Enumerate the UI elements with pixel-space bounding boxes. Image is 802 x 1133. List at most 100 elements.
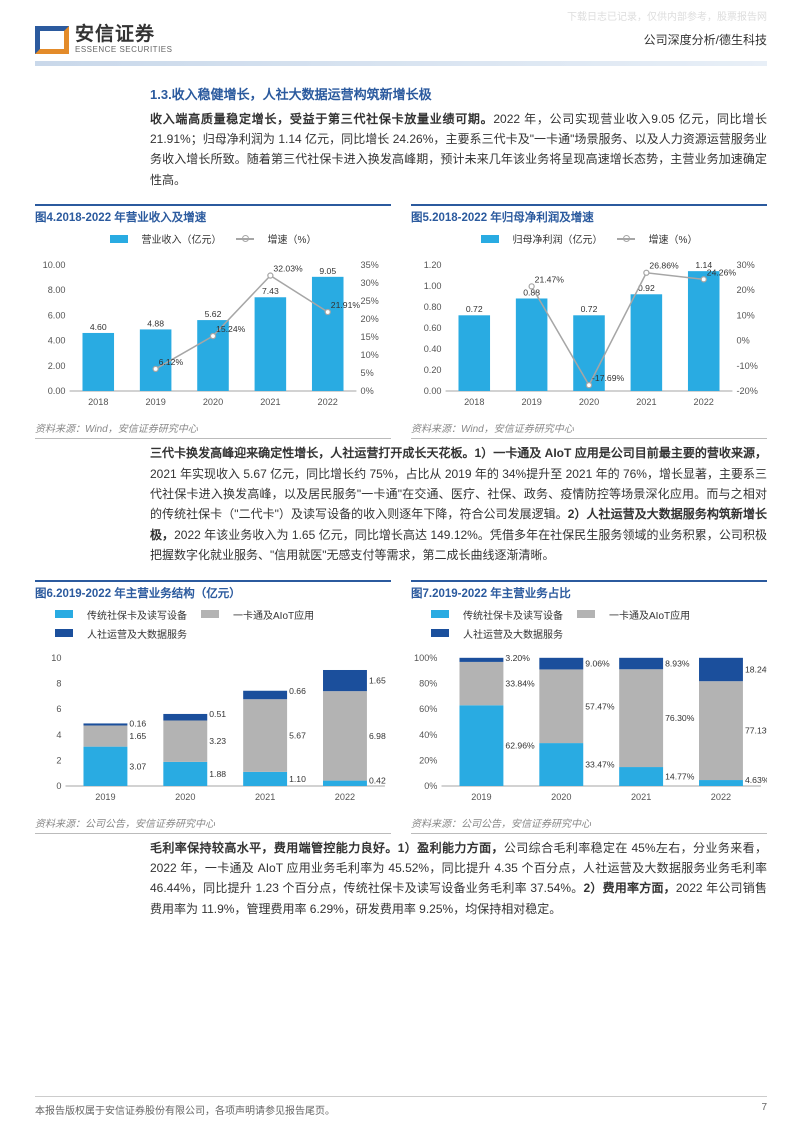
svg-text:0.42: 0.42 bbox=[369, 775, 386, 785]
svg-text:18.24%: 18.24% bbox=[745, 664, 767, 674]
chart-5-canvas: 0.000.200.400.600.801.001.20-20%-10%0%10… bbox=[411, 248, 767, 418]
bar-legend-icon bbox=[481, 235, 499, 243]
svg-text:3.07: 3.07 bbox=[129, 761, 146, 771]
svg-text:0.00: 0.00 bbox=[48, 386, 66, 396]
legend-3-icon bbox=[431, 629, 449, 637]
svg-text:1.65: 1.65 bbox=[369, 675, 386, 685]
line-legend-icon bbox=[617, 238, 635, 240]
svg-text:7.43: 7.43 bbox=[262, 286, 279, 296]
svg-text:-10%: -10% bbox=[736, 361, 757, 371]
svg-text:2.00: 2.00 bbox=[48, 361, 66, 371]
watermark: 下载日志已记录，仅供内部参考，股票报告网 bbox=[567, 8, 767, 23]
svg-text:6.98: 6.98 bbox=[369, 731, 386, 741]
svg-text:0.72: 0.72 bbox=[581, 305, 598, 315]
svg-text:8.00: 8.00 bbox=[48, 285, 66, 295]
svg-text:35%: 35% bbox=[360, 260, 378, 270]
svg-text:4.63%: 4.63% bbox=[745, 775, 767, 785]
chart-5-title: 图5.2018-2022 年归母净利润及增速 bbox=[411, 204, 767, 225]
svg-text:2021: 2021 bbox=[255, 792, 275, 802]
paragraph-1: 收入端高质量稳定增长，受益于第三代社保卡放量业绩可期。2022 年，公司实现营业… bbox=[150, 109, 767, 191]
svg-text:26.86%: 26.86% bbox=[649, 261, 679, 271]
svg-text:0.66: 0.66 bbox=[289, 685, 306, 695]
copyright: 本报告版权属于安信证券股份有限公司，各项声明请参见报告尾页。 bbox=[35, 1102, 335, 1117]
svg-text:1.10: 1.10 bbox=[289, 774, 306, 784]
bar-legend-icon bbox=[110, 235, 128, 243]
chart-5-source: 资料来源：Wind，安信证券研究中心 bbox=[411, 418, 767, 439]
svg-text:4.00: 4.00 bbox=[48, 336, 66, 346]
svg-text:2020: 2020 bbox=[579, 397, 599, 407]
svg-text:8.93%: 8.93% bbox=[665, 658, 690, 668]
svg-text:0%: 0% bbox=[360, 386, 373, 396]
svg-text:2020: 2020 bbox=[551, 792, 571, 802]
svg-text:5.67: 5.67 bbox=[289, 730, 306, 740]
logo-icon bbox=[35, 26, 69, 54]
svg-text:9.05: 9.05 bbox=[319, 266, 336, 276]
svg-text:32.03%: 32.03% bbox=[273, 264, 303, 274]
svg-text:40%: 40% bbox=[419, 729, 437, 739]
section-1-3: 1.3.收入稳健增长，人社大数据运营构筑新增长极 收入端高质量稳定增长，受益于第… bbox=[35, 84, 767, 191]
svg-text:15%: 15% bbox=[360, 332, 378, 342]
charts-row-1: 图4.2018-2022 年营业收入及增速 营业收入（亿元） 增速（%） 0.0… bbox=[35, 204, 767, 439]
svg-text:21.47%: 21.47% bbox=[535, 275, 565, 285]
chart-7-legend-2: 人社运营及大数据服务 bbox=[411, 624, 767, 643]
chart-7-legend: 传统社保卡及读写设备 一卡通及AIoT应用 bbox=[411, 605, 767, 624]
svg-text:76.30%: 76.30% bbox=[665, 713, 695, 723]
paragraph-3-wrap: 毛利率保持较高水平，费用端管控能力良好。1）盈利能力方面，公司综合毛利率稳定在 … bbox=[35, 838, 767, 920]
chart-6-title: 图6.2019-2022 年主营业务结构（亿元） bbox=[35, 580, 391, 601]
chart-4-title: 图4.2018-2022 年营业收入及增速 bbox=[35, 204, 391, 225]
svg-text:2021: 2021 bbox=[631, 792, 651, 802]
svg-text:2: 2 bbox=[56, 755, 61, 765]
svg-text:1.00: 1.00 bbox=[424, 281, 442, 291]
chart-7-title: 图7.2019-2022 年主营业务占比 bbox=[411, 580, 767, 601]
svg-text:10: 10 bbox=[51, 652, 61, 662]
svg-text:0.51: 0.51 bbox=[209, 709, 226, 719]
svg-text:4: 4 bbox=[56, 729, 61, 739]
svg-text:0%: 0% bbox=[424, 781, 437, 791]
chart-6-legend: 传统社保卡及读写设备 一卡通及AIoT应用 bbox=[35, 605, 391, 624]
svg-text:57.47%: 57.47% bbox=[585, 701, 615, 711]
svg-text:2018: 2018 bbox=[464, 397, 484, 407]
svg-text:2022: 2022 bbox=[711, 792, 731, 802]
svg-text:10.00: 10.00 bbox=[43, 260, 66, 270]
legend-2-icon bbox=[577, 610, 595, 618]
svg-text:62.96%: 62.96% bbox=[505, 740, 535, 750]
svg-text:4.60: 4.60 bbox=[90, 322, 107, 332]
svg-text:0.16: 0.16 bbox=[129, 718, 146, 728]
svg-text:24.26%: 24.26% bbox=[707, 268, 737, 278]
svg-text:6.00: 6.00 bbox=[48, 311, 66, 321]
svg-text:2022: 2022 bbox=[694, 397, 714, 407]
logo-en: ESSENCE SECURITIES bbox=[75, 46, 172, 55]
chart-7-source: 资料来源：公司公告，安信证券研究中心 bbox=[411, 813, 767, 834]
svg-text:-20%: -20% bbox=[736, 386, 757, 396]
svg-text:2019: 2019 bbox=[145, 397, 165, 407]
chart-6-source: 资料来源：公司公告，安信证券研究中心 bbox=[35, 813, 391, 834]
svg-text:30%: 30% bbox=[736, 260, 754, 270]
charts-row-2: 图6.2019-2022 年主营业务结构（亿元） 传统社保卡及读写设备 一卡通及… bbox=[35, 580, 767, 834]
svg-text:30%: 30% bbox=[360, 278, 378, 288]
svg-text:33.84%: 33.84% bbox=[505, 678, 535, 688]
paragraph-2: 三代卡换发高峰迎来确定性增长，人社运营打开成长天花板。1）一卡通及 AIoT 应… bbox=[150, 443, 767, 565]
svg-text:80%: 80% bbox=[419, 678, 437, 688]
svg-text:2020: 2020 bbox=[175, 792, 195, 802]
svg-text:1.65: 1.65 bbox=[129, 731, 146, 741]
logo-cn: 安信证券 bbox=[75, 25, 172, 46]
svg-text:25%: 25% bbox=[360, 296, 378, 306]
svg-text:2022: 2022 bbox=[335, 792, 355, 802]
chart-6-legend-2: 人社运营及大数据服务 bbox=[35, 624, 391, 643]
svg-text:0%: 0% bbox=[736, 336, 749, 346]
svg-text:1.20: 1.20 bbox=[424, 260, 442, 270]
chart-5: 图5.2018-2022 年归母净利润及增速 归母净利润（亿元） 增速（%） 0… bbox=[411, 204, 767, 439]
svg-text:14.77%: 14.77% bbox=[665, 771, 695, 781]
svg-text:10%: 10% bbox=[360, 350, 378, 360]
svg-text:0.72: 0.72 bbox=[466, 305, 483, 315]
svg-text:10%: 10% bbox=[736, 311, 754, 321]
svg-text:21.91%: 21.91% bbox=[331, 300, 361, 310]
page-header: 安信证券 ESSENCE SECURITIES 公司深度分析/德生科技 bbox=[35, 25, 767, 55]
svg-text:0.60: 0.60 bbox=[424, 323, 442, 333]
chart-5-legend: 归母净利润（亿元） 增速（%） bbox=[411, 229, 767, 248]
svg-text:2019: 2019 bbox=[471, 792, 491, 802]
line-legend-icon bbox=[236, 238, 254, 240]
svg-text:3.20%: 3.20% bbox=[505, 652, 530, 662]
page-number: 7 bbox=[761, 1102, 767, 1117]
chart-6-canvas: 02468103.071.650.1620191.883.230.5120201… bbox=[35, 643, 391, 813]
